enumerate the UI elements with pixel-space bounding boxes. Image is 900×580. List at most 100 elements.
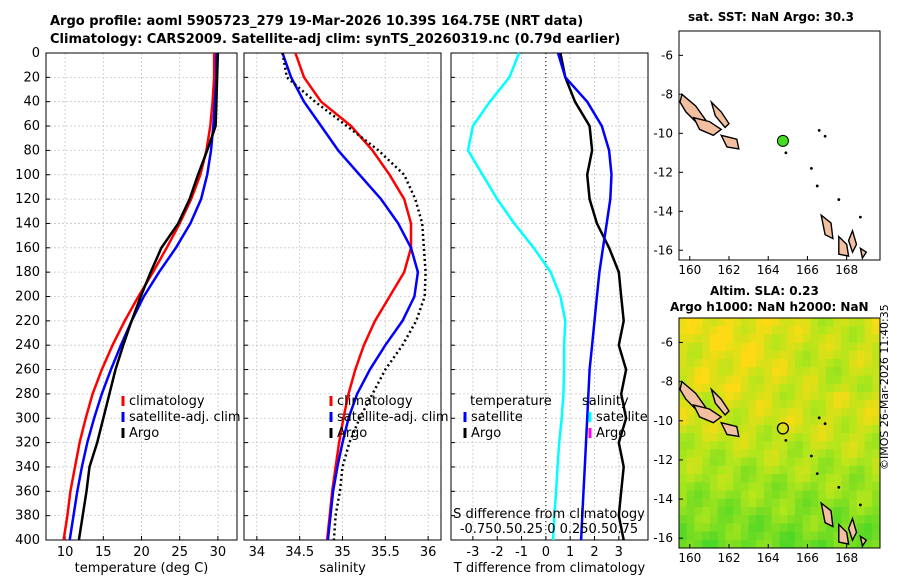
sla-map-xtick-label: 166 — [796, 551, 819, 565]
sla-cell — [679, 400, 688, 409]
sla-map-ytick-label: -14 — [653, 492, 673, 506]
island-shape — [838, 234, 850, 257]
sla-cell — [872, 416, 880, 426]
sla-cell — [802, 416, 812, 426]
sla-cell — [748, 523, 757, 533]
sla-cell — [694, 326, 703, 336]
sla-cell — [833, 318, 842, 327]
sla-cell — [818, 342, 827, 352]
sla-cell — [764, 400, 773, 409]
sla-cell — [833, 465, 842, 475]
small-island — [817, 416, 821, 420]
sla-cell — [748, 482, 757, 492]
sla-cell — [756, 342, 765, 352]
sla-cell — [771, 433, 781, 442]
sla-cell — [833, 400, 842, 409]
sla-cell — [779, 334, 788, 344]
sla-cell — [717, 441, 726, 451]
sla-cell — [694, 342, 703, 352]
sla-cell — [779, 515, 788, 524]
sla-cell — [725, 433, 734, 442]
sla-cell — [694, 515, 703, 524]
sla-cell — [818, 334, 827, 344]
sla-cell — [833, 408, 842, 418]
sla-cell — [764, 367, 773, 377]
sla-cell — [756, 416, 765, 426]
sla-cell — [872, 449, 880, 459]
sla-cell — [733, 465, 742, 475]
sla-cell — [810, 539, 819, 548]
sla-cell — [787, 383, 796, 393]
sla-cell — [709, 523, 719, 533]
sla-cell — [686, 334, 696, 344]
sla-cell — [849, 441, 858, 451]
sla-cell — [748, 342, 757, 352]
sla-cell — [794, 498, 804, 508]
sla-cell — [833, 523, 842, 533]
sla-cell — [841, 416, 850, 426]
sla-field — [679, 318, 880, 548]
sla-cell — [694, 375, 703, 385]
sla-cell — [740, 334, 750, 344]
sla-cell — [709, 424, 719, 434]
sla-cell — [802, 408, 812, 418]
sla-cell — [802, 375, 812, 385]
sla-cell — [764, 539, 773, 548]
sla-cell — [779, 498, 788, 508]
sla-cell — [686, 318, 696, 327]
temperature-ytick-label: 100 — [15, 168, 40, 183]
sla-cell — [748, 539, 757, 548]
sla-cell — [733, 416, 742, 426]
sla-cell — [686, 465, 696, 475]
sla-cell — [802, 474, 812, 483]
sla-cell — [779, 539, 788, 548]
sst-map-ytick-label: -10 — [653, 126, 673, 140]
sla-cell — [849, 474, 858, 483]
sla-cell — [717, 539, 726, 548]
sla-cell — [794, 465, 804, 475]
sla-cell — [771, 326, 781, 336]
sla-cell — [771, 506, 781, 516]
sla-cell — [833, 424, 842, 434]
sla-cell — [825, 350, 835, 360]
sla-cell — [872, 457, 880, 467]
sla-cell — [841, 515, 850, 524]
legend-label: satellite-adj. clim — [129, 410, 241, 425]
sla-cell — [764, 334, 773, 344]
island-shape — [820, 213, 834, 240]
sla-cell — [841, 359, 850, 368]
sla-cell — [810, 523, 819, 533]
sla-cell — [794, 359, 804, 368]
sla-cell — [818, 539, 827, 548]
sla-cell — [756, 383, 765, 393]
sla-cell — [725, 515, 734, 524]
sla-cell — [787, 367, 796, 377]
sla-cell — [818, 326, 827, 336]
sla-cell — [679, 457, 688, 467]
sla-cell — [748, 531, 757, 541]
sla-cell — [725, 531, 734, 541]
sla-cell — [748, 465, 757, 475]
sla-cell — [686, 539, 696, 548]
sla-cell — [725, 506, 734, 516]
sla-cell — [810, 408, 819, 418]
temperature-ytick-label: 140 — [15, 216, 40, 231]
sla-cell — [802, 400, 812, 409]
sla-cell — [702, 424, 711, 434]
sla-cell — [833, 449, 842, 459]
sla-cell — [825, 334, 835, 344]
sla-cell — [818, 490, 827, 500]
series-line-s-satellite — [556, 52, 613, 541]
sla-cell — [679, 334, 688, 344]
sla-cell — [764, 474, 773, 483]
sla-cell — [694, 416, 703, 426]
sla-cell — [679, 449, 688, 459]
salinity-xlabel: salinity — [319, 561, 366, 576]
sla-cell — [679, 391, 688, 401]
sla-cell — [686, 457, 696, 467]
sla-cell — [794, 416, 804, 426]
sla-cell — [756, 433, 765, 442]
sla-cell — [810, 441, 819, 451]
sla-cell — [717, 457, 726, 467]
sla-cell — [864, 433, 873, 442]
